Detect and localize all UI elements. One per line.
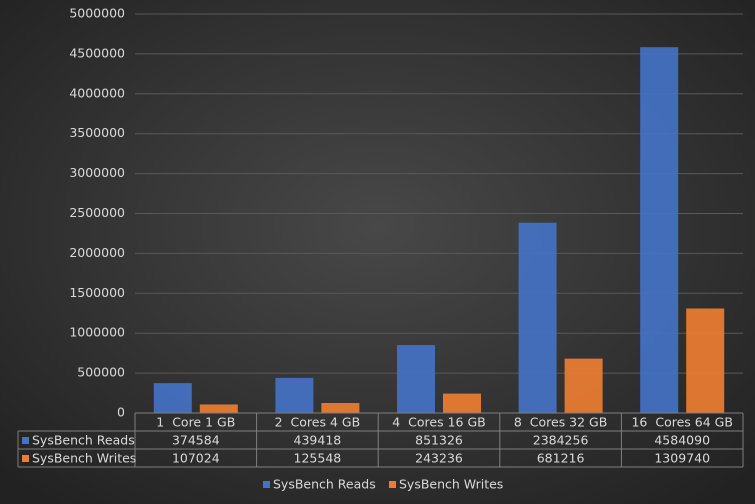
table-cell: 125548 [294, 451, 342, 466]
bar [321, 402, 360, 413]
x-tick-label: 1 Core 1 GB [156, 415, 235, 430]
y-tick-label: 4500000 [69, 45, 125, 60]
table-cell: 851326 [415, 433, 463, 448]
y-tick-label: 3500000 [69, 125, 125, 140]
bar [443, 393, 481, 413]
legend-key [263, 481, 270, 488]
x-tick-label: 16 Cores 64 GB [631, 415, 732, 430]
table-row-label: SysBench Reads [32, 433, 135, 448]
table-cell: 439418 [294, 433, 342, 448]
bar [518, 222, 557, 413]
table-cell: 243236 [415, 451, 463, 466]
y-tick-label: 0 [117, 405, 125, 420]
table-cell: 4584090 [654, 433, 710, 448]
y-tick-label: 2500000 [69, 205, 125, 220]
legend-key [22, 455, 29, 462]
legend-label: SysBench Writes [399, 477, 503, 492]
table-cell: 107024 [172, 451, 220, 466]
x-tick-label: 8 Cores 32 GB [514, 415, 607, 430]
x-tick-label: 4 Cores 16 GB [392, 415, 485, 430]
bar [397, 345, 435, 413]
y-tick-label: 5000000 [69, 6, 125, 21]
bar [640, 47, 679, 414]
table-cell: 1309740 [654, 451, 710, 466]
y-tick-label: 500000 [77, 365, 125, 380]
bar [275, 377, 314, 413]
y-tick-label: 4000000 [69, 85, 125, 100]
bar [686, 308, 725, 413]
table-row-label: SysBench Writes [32, 451, 136, 466]
bar [564, 358, 603, 413]
y-tick-label: 2000000 [69, 245, 125, 260]
table-cell: 2384256 [533, 433, 589, 448]
table-cell: 374584 [172, 433, 220, 448]
legend-label: SysBench Reads [273, 477, 376, 492]
table-cell: 681216 [537, 451, 585, 466]
y-tick-label: 1500000 [69, 285, 125, 300]
y-tick-label: 3000000 [69, 165, 125, 180]
legend-key [389, 481, 396, 488]
bar [199, 404, 238, 413]
bar [153, 383, 192, 413]
x-tick-label: 2 Cores 4 GB [275, 415, 361, 430]
y-tick-label: 1000000 [69, 325, 125, 340]
legend-key [22, 437, 29, 444]
